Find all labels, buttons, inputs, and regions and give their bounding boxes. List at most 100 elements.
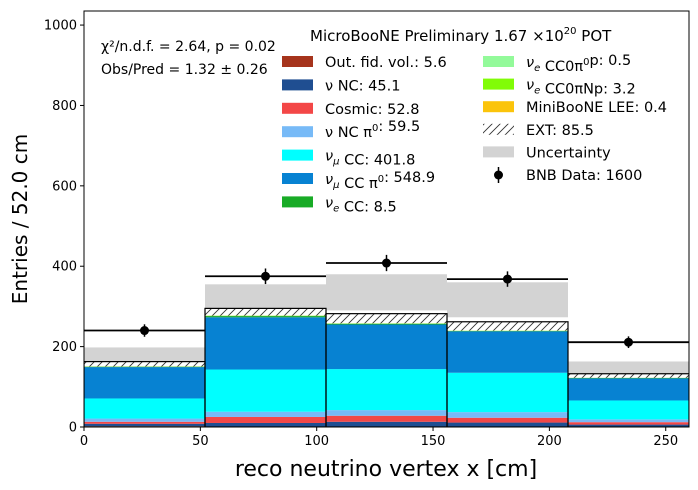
stack-bar-3 bbox=[205, 411, 326, 417]
stack-bar-6 bbox=[205, 316, 326, 318]
uncertainty-bin bbox=[326, 274, 447, 311]
stack-bar-1 bbox=[84, 423, 205, 427]
stack-bar-10 bbox=[84, 361, 205, 367]
stack-bar-10 bbox=[205, 308, 326, 316]
legend-label: ν NC π0: 59.5 bbox=[325, 119, 420, 141]
stack-bar-10 bbox=[326, 313, 447, 324]
stack-bar-5 bbox=[84, 367, 205, 399]
x-tick-label: 0 bbox=[80, 434, 88, 449]
legend-entry: BNB Data: 1600 bbox=[494, 167, 642, 184]
legend-entry: ν NC π0: 59.5 bbox=[282, 119, 420, 141]
legend-label: MiniBooNE LEE: 0.4 bbox=[526, 100, 667, 116]
legend-label: Out. fid. vol.: 5.6 bbox=[325, 55, 447, 71]
legend-entry: Out. fid. vol.: 5.6 bbox=[282, 55, 447, 71]
legend-entry: MiniBooNE LEE: 0.4 bbox=[483, 100, 667, 116]
stack-bar-4 bbox=[326, 369, 447, 411]
x-tick-label: 200 bbox=[537, 434, 562, 449]
stack-bar-2 bbox=[568, 422, 689, 425]
uncertainty-bin bbox=[447, 282, 568, 318]
legend-entry: Cosmic: 52.8 bbox=[282, 102, 419, 118]
x-axis-label: reco neutrino vertex x [cm] bbox=[235, 457, 537, 482]
stack-bar-10 bbox=[447, 321, 568, 331]
stack-bar-2 bbox=[205, 416, 326, 423]
stack-bar-5 bbox=[326, 324, 447, 370]
stack-bar-5 bbox=[568, 378, 689, 401]
stack-bar-1 bbox=[568, 424, 689, 427]
y-tick-label: 400 bbox=[52, 260, 77, 275]
chart-title-main: MicroBooNE Preliminary 1.67 ×10 bbox=[310, 27, 564, 45]
legend-swatch bbox=[282, 126, 313, 138]
legend-entry: νe CC0π0p: 0.5 bbox=[483, 53, 631, 75]
legend-label: ν NC: 45.1 bbox=[325, 78, 400, 94]
stack-bar-2 bbox=[447, 417, 568, 423]
legend-swatch bbox=[483, 56, 514, 67]
legend-swatch bbox=[282, 56, 313, 67]
chart-title-exp: 20 bbox=[564, 26, 577, 37]
stack-bar-5 bbox=[205, 317, 326, 370]
stack-bar-6 bbox=[326, 323, 447, 325]
legend-swatch bbox=[483, 146, 514, 158]
legend-label: νe CC: 8.5 bbox=[325, 195, 397, 215]
legend-swatch bbox=[483, 78, 514, 90]
x-tick-label: 100 bbox=[304, 434, 329, 449]
stack-bar-3 bbox=[326, 410, 447, 416]
x-tick-label: 50 bbox=[192, 434, 209, 449]
chart-title: MicroBooNE Preliminary 1.67 ×1020 POT bbox=[310, 26, 612, 45]
legend-label: νe CC0π0p: 0.5 bbox=[526, 53, 631, 75]
y-tick-label: 600 bbox=[52, 179, 77, 194]
legend-entry: νe CC0πNp: 3.2 bbox=[483, 78, 636, 98]
legend: Out. fid. vol.: 5.6 ν NC: 45.1 Cosmic: 52.… bbox=[282, 53, 667, 215]
x-axis-ticks: 0 50 100 150 200 250 bbox=[80, 427, 678, 449]
data-points bbox=[140, 254, 633, 349]
y-tick-label: 800 bbox=[52, 99, 77, 114]
stack-bar-2 bbox=[326, 415, 447, 422]
legend-label: EXT: 85.5 bbox=[526, 123, 594, 139]
stack-bar-1 bbox=[205, 422, 326, 427]
y-tick-label: 0 bbox=[69, 421, 77, 436]
legend-label: νe CC0πNp: 3.2 bbox=[526, 78, 636, 98]
stack-bar-4 bbox=[447, 372, 568, 413]
stack-bar-1 bbox=[447, 422, 568, 427]
legend-swatch bbox=[483, 101, 514, 113]
data-point bbox=[503, 274, 512, 284]
chi2-annotation: χ²/n.d.f. = 2.64, p = 0.02 bbox=[101, 39, 276, 55]
data-point bbox=[261, 271, 270, 281]
legend-swatch bbox=[282, 149, 313, 161]
x-tick-label: 150 bbox=[421, 434, 446, 449]
stack-bar-4 bbox=[568, 400, 689, 420]
data-point bbox=[140, 326, 149, 336]
stack-bar-4 bbox=[205, 369, 326, 412]
stack-bar-3 bbox=[84, 418, 205, 422]
legend-label: Uncertainty bbox=[526, 145, 611, 161]
legend-entry: ν NC: 45.1 bbox=[282, 78, 400, 94]
y-axis-label: Entries / 52.0 cm bbox=[8, 134, 32, 304]
legend-entry: νμ CC π0: 548.9 bbox=[282, 170, 435, 192]
legend-swatch bbox=[282, 79, 313, 91]
legend-entry: νe CC: 8.5 bbox=[282, 195, 397, 215]
legend-swatch bbox=[282, 196, 313, 208]
legend-entry: Uncertainty bbox=[483, 145, 611, 161]
stack-bar-5 bbox=[447, 331, 568, 373]
stack-bar-10 bbox=[568, 373, 689, 378]
legend-label: νμ CC π0: 548.9 bbox=[325, 170, 435, 192]
legend-label: Cosmic: 52.8 bbox=[325, 102, 419, 118]
data-point bbox=[624, 337, 633, 347]
stack-bar-3 bbox=[447, 412, 568, 418]
stack-bar-1 bbox=[326, 421, 447, 427]
stack-bar-4 bbox=[84, 398, 205, 419]
legend-swatch bbox=[282, 102, 313, 114]
legend-swatch bbox=[282, 173, 313, 184]
legend-marker bbox=[494, 170, 503, 180]
y-tick-label: 200 bbox=[52, 340, 77, 355]
y-axis-ticks: 0 200 400 600 800 1000 bbox=[44, 19, 84, 436]
legend-entry: νμ CC: 401.8 bbox=[282, 149, 415, 169]
y-tick-label: 1000 bbox=[44, 19, 77, 34]
plot-frame bbox=[83, 10, 690, 428]
obs-pred-annotation: Obs/Pred = 1.32 ± 0.26 bbox=[101, 62, 268, 78]
legend-swatch-hatch bbox=[483, 123, 514, 135]
stack-bar-3 bbox=[568, 419, 689, 423]
legend-label: νμ CC: 401.8 bbox=[325, 149, 415, 169]
legend-label: BNB Data: 1600 bbox=[526, 168, 642, 184]
x-tick-label: 250 bbox=[653, 434, 678, 449]
